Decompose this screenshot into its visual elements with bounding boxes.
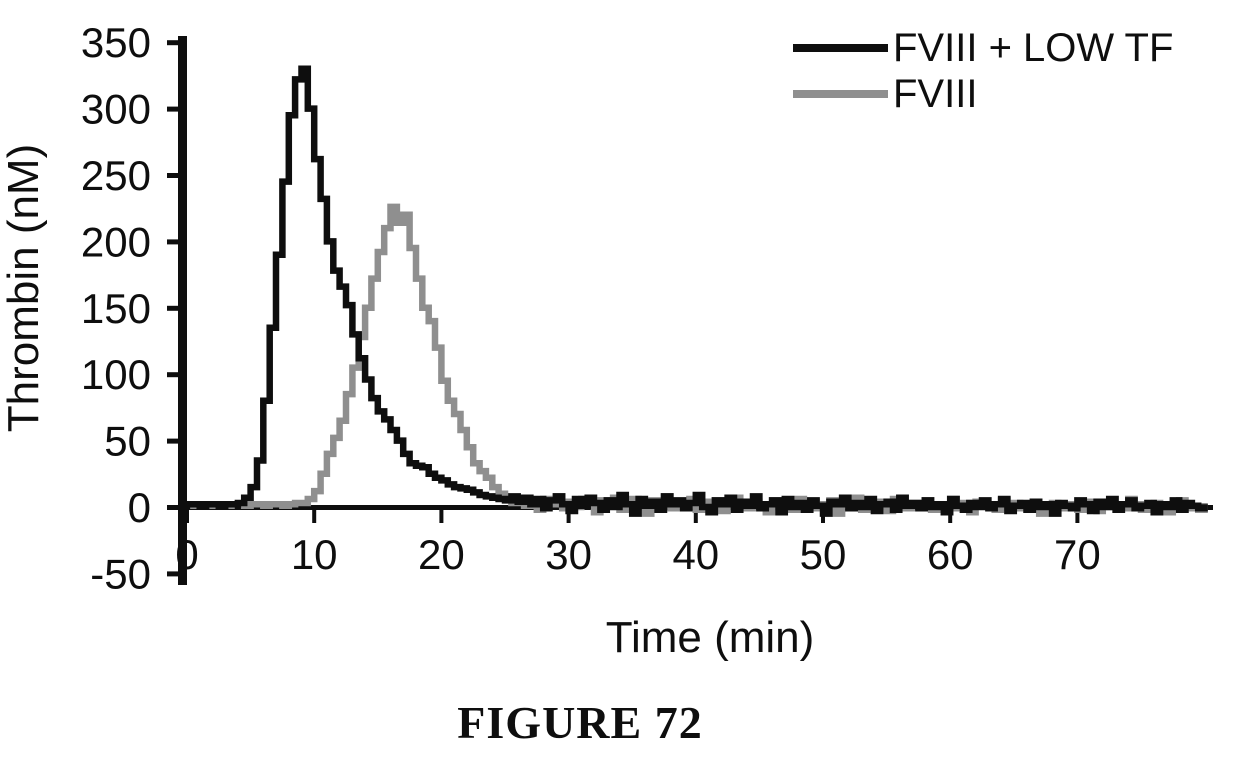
chart-legend: FVIII + LOW TF FVIII — [793, 26, 1173, 118]
y-tick — [167, 173, 178, 178]
y-tick — [167, 438, 178, 444]
y-tick — [167, 372, 178, 378]
y-tick — [167, 305, 178, 311]
y-axis-title: Thrombin (nM) — [0, 144, 48, 433]
x-tick-label: 10 — [291, 531, 338, 578]
legend-line-swatch-gray — [793, 90, 888, 98]
legend-line-swatch-black — [793, 44, 888, 52]
axes: 0 10 20 30 40 50 60 70 -50 0 50 100 150 200 250 300 350 — [81, 19, 1213, 597]
y-tick — [167, 40, 178, 46]
x-tick — [185, 507, 189, 523]
y-tick-label: 100 — [81, 351, 151, 398]
legend-label: FVIII — [893, 72, 978, 116]
y-axis-line — [178, 36, 187, 585]
x-tick-label: 60 — [927, 531, 974, 578]
y-tick-label: 50 — [104, 418, 151, 465]
y-tick-label: 200 — [81, 218, 151, 265]
y-tick — [167, 106, 178, 112]
series-curve-fviii-low-tf — [187, 65, 1208, 517]
y-tick-label: -50 — [90, 550, 151, 597]
x-tick-label: 70 — [1054, 531, 1101, 578]
figure-caption: FIGURE 72 — [457, 697, 703, 748]
x-tick — [312, 507, 317, 523]
series-curve-fviii — [187, 203, 1208, 517]
x-tick-label: 50 — [800, 531, 847, 578]
x-tick-label: 30 — [545, 531, 592, 578]
legend-item-fviii-low-tf: FVIII + LOW TF — [793, 26, 1173, 70]
x-tick-label: 20 — [418, 531, 465, 578]
x-tick-label: 40 — [672, 531, 719, 578]
legend-item-fviii: FVIII — [793, 72, 1173, 116]
x-tick — [1075, 507, 1080, 523]
series-curves — [187, 65, 1208, 517]
y-tick-label: 0 — [128, 484, 151, 531]
y-tick — [167, 505, 178, 510]
y-tick — [167, 239, 178, 245]
x-tick — [693, 507, 698, 523]
y-tick-label: 150 — [81, 285, 151, 332]
x-axis-title: Time (min) — [606, 613, 815, 662]
y-tick — [167, 571, 178, 577]
y-tick-label: 350 — [81, 19, 151, 66]
legend-label: FVIII + LOW TF — [893, 26, 1174, 70]
y-tick-label: 300 — [81, 86, 151, 133]
x-tick — [566, 507, 571, 523]
x-tick-label: 0 — [175, 531, 198, 578]
x-tick — [439, 507, 444, 523]
y-tick-label: 250 — [81, 152, 151, 199]
